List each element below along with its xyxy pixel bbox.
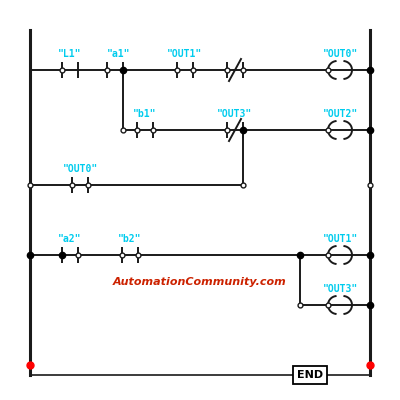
Text: "OUT2": "OUT2" [322,109,358,119]
Text: "L1": "L1" [58,49,82,59]
Text: "b2": "b2" [118,234,142,244]
Text: AutomationCommunity.com: AutomationCommunity.com [113,277,287,287]
Text: "OUT0": "OUT0" [62,164,98,174]
Text: "OUT3": "OUT3" [322,284,358,294]
Text: "a1": "a1" [107,49,131,59]
Text: "OUT3": "OUT3" [217,109,253,119]
Text: "OUT1": "OUT1" [167,49,203,59]
Text: "b1": "b1" [133,109,157,119]
Text: END: END [297,370,323,380]
Text: "OUT0": "OUT0" [322,49,358,59]
Text: "a2": "a2" [58,234,82,244]
Text: "OUT1": "OUT1" [322,234,358,244]
